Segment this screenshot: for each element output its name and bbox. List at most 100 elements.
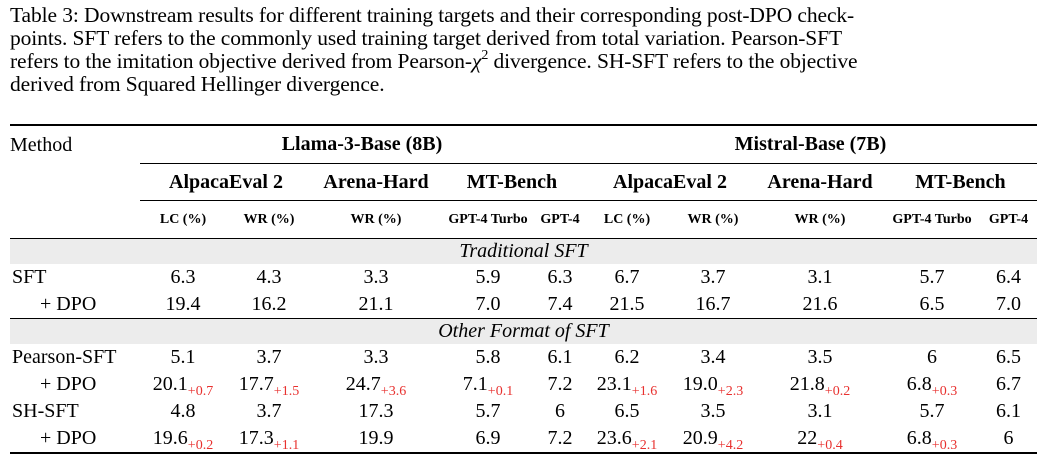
value: 3.1 — [807, 266, 833, 288]
method-cell: SFT — [12, 266, 47, 288]
delta-value: +0.1 — [487, 384, 514, 399]
value-cell: 6.5 — [980, 344, 1037, 371]
section-header-traditional: Traditional SFT — [10, 238, 1037, 264]
value-cell: 6.8+0.3 — [884, 371, 980, 399]
value-cell: 3.5 — [756, 344, 884, 371]
value-cell: 24.7+3.6 — [312, 371, 440, 399]
value: 6.7 — [614, 266, 640, 288]
delta-value: +1.5 — [273, 384, 300, 399]
value: 19.6 — [152, 427, 188, 449]
value: 7.2 — [547, 427, 573, 449]
value-cell: 6.5 — [884, 291, 980, 319]
value: 6.3 — [547, 266, 573, 288]
value-cell: 6.7 — [980, 371, 1037, 398]
value-cell: 5.8 — [440, 344, 536, 371]
value: 5.8 — [475, 346, 501, 368]
value: 7.0 — [475, 293, 501, 315]
delta-value: +0.7 — [187, 384, 214, 399]
table-row: + DPO 19.4 16.2 21.1 7.0 7.4 21.5 16.7 21.6 6.5 7.… — [10, 291, 1037, 319]
value: 23.6 — [596, 427, 632, 449]
value: 24.7 — [345, 373, 381, 395]
value-cell: 6 — [536, 398, 584, 425]
method-cell: SH-SFT — [12, 400, 79, 422]
metric-header: GPT-4 Turbo — [892, 211, 972, 227]
value-cell: 4.8 — [140, 398, 226, 425]
method-cell: + DPO — [40, 293, 97, 315]
value: 6.4 — [996, 266, 1021, 288]
value-cell: 3.7 — [226, 344, 312, 371]
value: 19.9 — [358, 427, 394, 449]
value-cell: 7.0 — [440, 291, 536, 319]
value-cell: 19.9 — [312, 425, 440, 454]
value-cell: 21.1 — [312, 291, 440, 319]
caption-label: Table 3: — [10, 3, 79, 27]
value: 6.8 — [906, 427, 932, 449]
value-cell: 19.4 — [140, 291, 226, 319]
section-header-other: Other Format of SFT — [10, 318, 1037, 344]
value-cell: 20.1+0.7 — [140, 371, 226, 399]
value: 6.1 — [547, 346, 573, 368]
table-row: Pearson-SFT 5.1 3.7 3.3 5.8 6.1 6.2 3.4 3.5 6 6.5 — [10, 344, 1037, 371]
value-cell: 23.1+1.6 — [584, 371, 670, 399]
value: 3.7 — [700, 266, 726, 288]
value: 5.7 — [475, 400, 501, 422]
caption-line-4: derived from Squared Hellinger divergenc… — [10, 72, 385, 96]
value-cell: 19.0+2.3 — [670, 371, 756, 399]
value-cell: 6 — [980, 425, 1037, 454]
value: 21.1 — [358, 293, 394, 315]
bench-header: AlpacaEval 2 — [584, 163, 756, 201]
value-cell: 3.1 — [756, 398, 884, 425]
value-cell: 6.8+0.3 — [884, 425, 980, 454]
table-row: SH-SFT 4.8 3.7 17.3 5.7 6 6.5 3.5 3.1 5.7 6.1 — [10, 398, 1037, 425]
group-header-llama: Llama-3-Base (8B) — [140, 124, 584, 164]
value: 3.3 — [363, 266, 389, 288]
caption-line-3b: divergence. SH-SFT refers to the objecti… — [488, 49, 858, 73]
value: 5.9 — [475, 266, 501, 288]
metric-header: GPT-4 — [540, 211, 580, 227]
value: 19.0 — [682, 373, 718, 395]
value: 3.3 — [363, 346, 389, 368]
value-cell: 6.1 — [980, 398, 1037, 425]
value: 16.2 — [251, 293, 287, 315]
metric-header: WR (%) — [794, 211, 846, 227]
value-cell: 3.7 — [670, 264, 756, 291]
bench-header: AlpacaEval 2 — [140, 163, 312, 201]
value: 23.1 — [596, 373, 632, 395]
value: 5.1 — [170, 346, 196, 368]
value: 21.5 — [609, 293, 645, 315]
table-row: SFT 6.3 4.3 3.3 5.9 6.3 6.7 3.7 3.1 5.7 6.4 — [10, 264, 1037, 291]
value: 6.9 — [475, 427, 501, 449]
table-row: + DPO 19.6+0.2 17.3+1.1 19.9 6.9 7.2 23.6+2.1 2… — [10, 425, 1037, 454]
value: 20.1 — [152, 373, 188, 395]
value: 7.2 — [547, 373, 573, 395]
metric-header: WR (%) — [243, 211, 295, 227]
chi-symbol: χ — [471, 49, 482, 73]
value-cell: 7.2 — [536, 425, 584, 454]
value: 3.7 — [256, 346, 282, 368]
value: 6.5 — [919, 293, 945, 315]
delta-value: +0.3 — [931, 438, 958, 453]
value-cell: 16.2 — [226, 291, 312, 319]
value-cell: 5.7 — [884, 264, 980, 291]
value: 6 — [555, 400, 565, 422]
bench-header: MT-Bench — [440, 163, 584, 201]
delta-value: +3.6 — [380, 384, 407, 399]
value-cell: 5.9 — [440, 264, 536, 291]
method-cell: Pearson-SFT — [12, 346, 117, 368]
value-cell: 6.4 — [980, 264, 1037, 291]
value: 21.8 — [789, 373, 825, 395]
caption-line-2: points. SFT refers to the commonly used … — [10, 26, 843, 50]
value: 3.7 — [256, 400, 282, 422]
value: 6.1 — [996, 400, 1021, 422]
metric-header: LC (%) — [603, 211, 651, 227]
value: 17.3 — [238, 427, 274, 449]
value-cell: 21.8+0.2 — [756, 371, 884, 399]
bench-header: Arena-Hard — [312, 163, 440, 201]
value-cell: 6.3 — [140, 264, 226, 291]
value-cell: 17.3+1.1 — [226, 425, 312, 454]
metric-header: WR (%) — [687, 211, 739, 227]
value-cell: 23.6+2.1 — [584, 425, 670, 454]
value-cell: 21.5 — [584, 291, 670, 319]
value-cell: 6.1 — [536, 344, 584, 371]
method-cell: + DPO — [10, 425, 140, 454]
